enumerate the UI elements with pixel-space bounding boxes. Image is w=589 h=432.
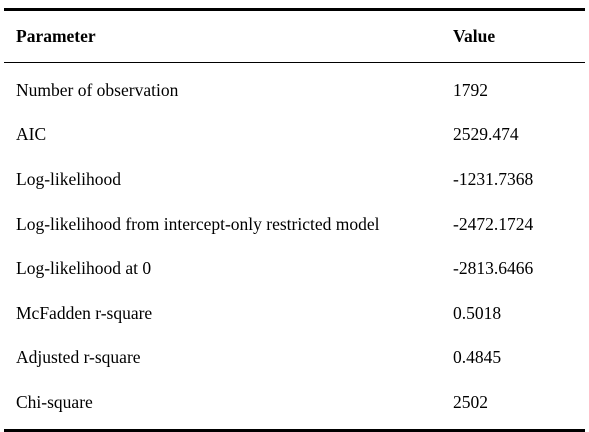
table-row: Log-likelihood from intercept-only restr… — [4, 202, 585, 247]
table-row: Log-likelihood -1231.7368 — [4, 157, 585, 202]
row-parameter: Log-likelihood at 0 — [16, 258, 152, 279]
table-header-row: Parameter Value — [4, 11, 585, 62]
row-value: 2502 — [453, 391, 488, 412]
row-value: 0.4845 — [453, 347, 502, 368]
row-parameter: Log-likelihood from intercept-only restr… — [16, 213, 380, 234]
header-value: Value — [453, 26, 496, 46]
row-parameter: Chi-square — [16, 391, 93, 412]
row-parameter: Number of observation — [16, 79, 179, 100]
row-parameter: McFadden r-square — [16, 302, 153, 323]
row-parameter: Log-likelihood — [16, 168, 121, 189]
row-value: -2813.6466 — [453, 258, 534, 279]
row-value: 2529.474 — [453, 124, 519, 145]
row-value: 1792 — [453, 79, 488, 100]
table-row: AIC 2529.474 — [4, 113, 585, 158]
table-row: Adjusted r-square 0.4845 — [4, 336, 585, 381]
results-table: Parameter Value Number of observation 17… — [4, 8, 585, 432]
table-header-rule — [4, 62, 585, 63]
header-parameter: Parameter — [16, 26, 96, 46]
table-bottom-rule — [4, 428, 585, 432]
table-row: McFadden r-square 0.5018 — [4, 291, 585, 336]
table-row: Log-likelihood at 0 -2813.6466 — [4, 246, 585, 291]
table-top-rule — [4, 8, 585, 11]
table-row: Number of observation 1792 — [4, 68, 585, 113]
row-value: -2472.1724 — [453, 213, 534, 234]
row-parameter: Adjusted r-square — [16, 347, 141, 368]
table-body: Number of observation 1792 AIC 2529.474 … — [4, 63, 585, 429]
table-row: Chi-square 2502 — [4, 380, 585, 425]
row-value: -1231.7368 — [453, 168, 534, 189]
row-value: 0.5018 — [453, 302, 502, 323]
row-parameter: AIC — [16, 124, 47, 145]
